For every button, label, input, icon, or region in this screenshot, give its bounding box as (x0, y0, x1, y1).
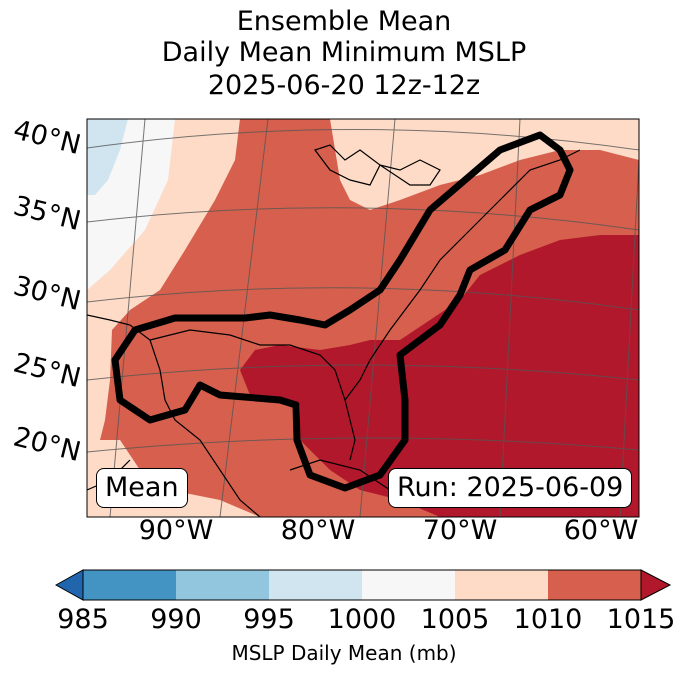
region-1015-plus (240, 235, 639, 517)
run-date-label-box: Run: 2025-06-09 (388, 468, 633, 508)
colorbar-bin-985-990 (83, 570, 176, 600)
title-line-2: Daily Mean Minimum MSLP (161, 37, 527, 68)
mean-label-box: Mean (96, 468, 188, 508)
colorbar-extend-high (640, 569, 672, 601)
colorbar-label: MSLP Daily Mean (mb) (231, 641, 457, 665)
colorbar-tick-1015: 1015 (606, 604, 676, 635)
lon-label-60: 60°W (563, 515, 639, 546)
colorbar-tick-995: 995 (243, 604, 295, 635)
lon-label-70: 70°W (422, 515, 498, 546)
lon-label-90: 90°W (138, 515, 214, 546)
colorbar-bin-990-995 (176, 570, 269, 600)
title-line-3: 2025-06-20 12z-12z (207, 70, 481, 101)
colorbar-bin-995-1000 (269, 570, 362, 600)
colorbar-tick-1000: 1000 (327, 604, 397, 635)
colorbar-tick-1005: 1005 (420, 604, 490, 635)
colorbar-bin-1000-1005 (362, 570, 455, 600)
colorbar-tick-990: 990 (150, 604, 202, 635)
colorbar-tick-985: 985 (57, 604, 109, 635)
lon-label-80: 80°W (280, 515, 356, 546)
colorbar-bin-1005-1010 (455, 570, 548, 600)
title-line-1: Ensemble Mean (236, 6, 452, 37)
colorbar-extend-low (54, 569, 84, 601)
colorbar-tick-1010: 1010 (513, 604, 583, 635)
colorbar-bin-1010-1015 (548, 570, 641, 600)
region-995-1000 (87, 119, 128, 195)
mslp-contour (111, 131, 574, 492)
